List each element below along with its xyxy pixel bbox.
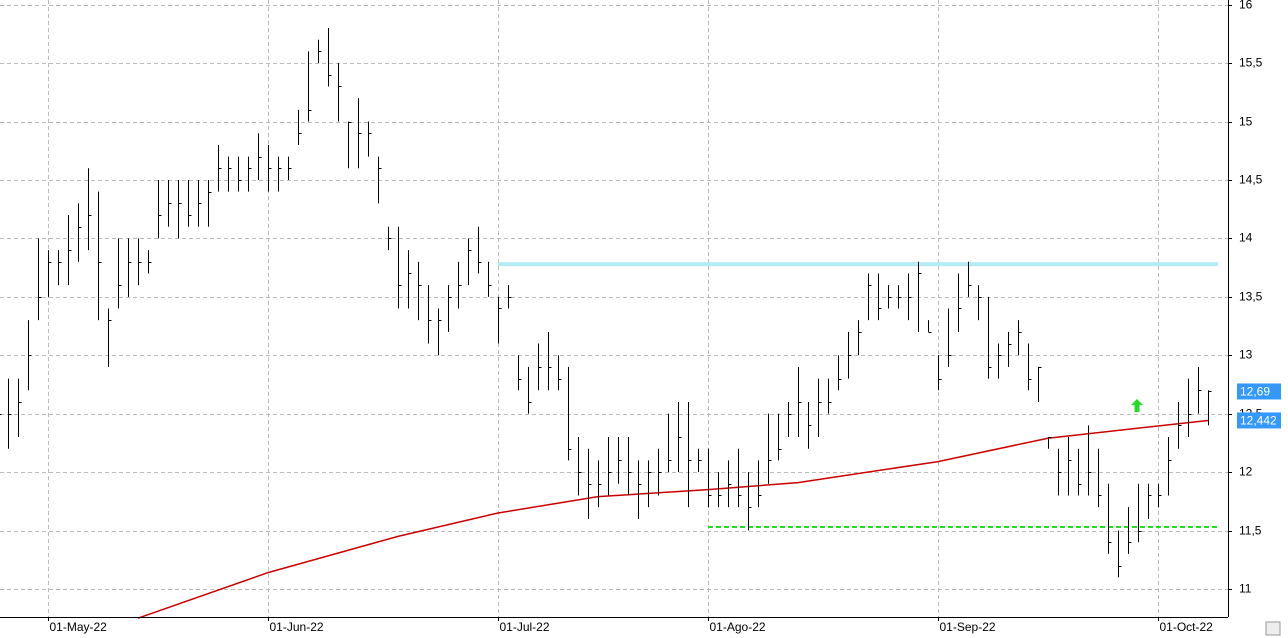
x-tick-label: 01-Oct-22 [1160, 620, 1214, 634]
y-tick-label: 16 [1239, 0, 1253, 12]
x-tick-label: 01-Jun-22 [270, 620, 324, 634]
plot [0, 28, 1218, 619]
x-tick-label: 01-May-22 [50, 620, 108, 634]
y-tick-label: 15 [1239, 115, 1253, 129]
y-tick-label: 11,5 [1239, 524, 1262, 538]
x-tick-label: 01-Jul-22 [500, 620, 550, 634]
x-tick-label: 01-Ago-22 [710, 620, 766, 634]
y-tick-label: 14,5 [1239, 173, 1263, 187]
x-tick-label: 01-Sep-22 [940, 620, 996, 634]
price-tag-label: 12,69 [1240, 385, 1270, 399]
price-tag [1237, 383, 1281, 400]
y-tick-label: 15,5 [1239, 56, 1263, 70]
signal-arrow [1131, 399, 1143, 412]
y-tick-label: 11 [1239, 582, 1252, 596]
y-tick-label: 13,5 [1239, 290, 1263, 304]
price-tag [1237, 412, 1281, 429]
y-tick-label: 13 [1239, 348, 1253, 362]
settings-icon[interactable] [1265, 621, 1281, 636]
y-tick-label: 14 [1239, 231, 1253, 245]
axes: 1111,51212,51313,51414,51515,51601-May-2… [48, 0, 1281, 634]
y-tick-label: 12 [1239, 465, 1253, 479]
price-tag-label: 12,442 [1240, 414, 1277, 428]
moving-average [137, 419, 1209, 619]
grid [0, 0, 1228, 617]
